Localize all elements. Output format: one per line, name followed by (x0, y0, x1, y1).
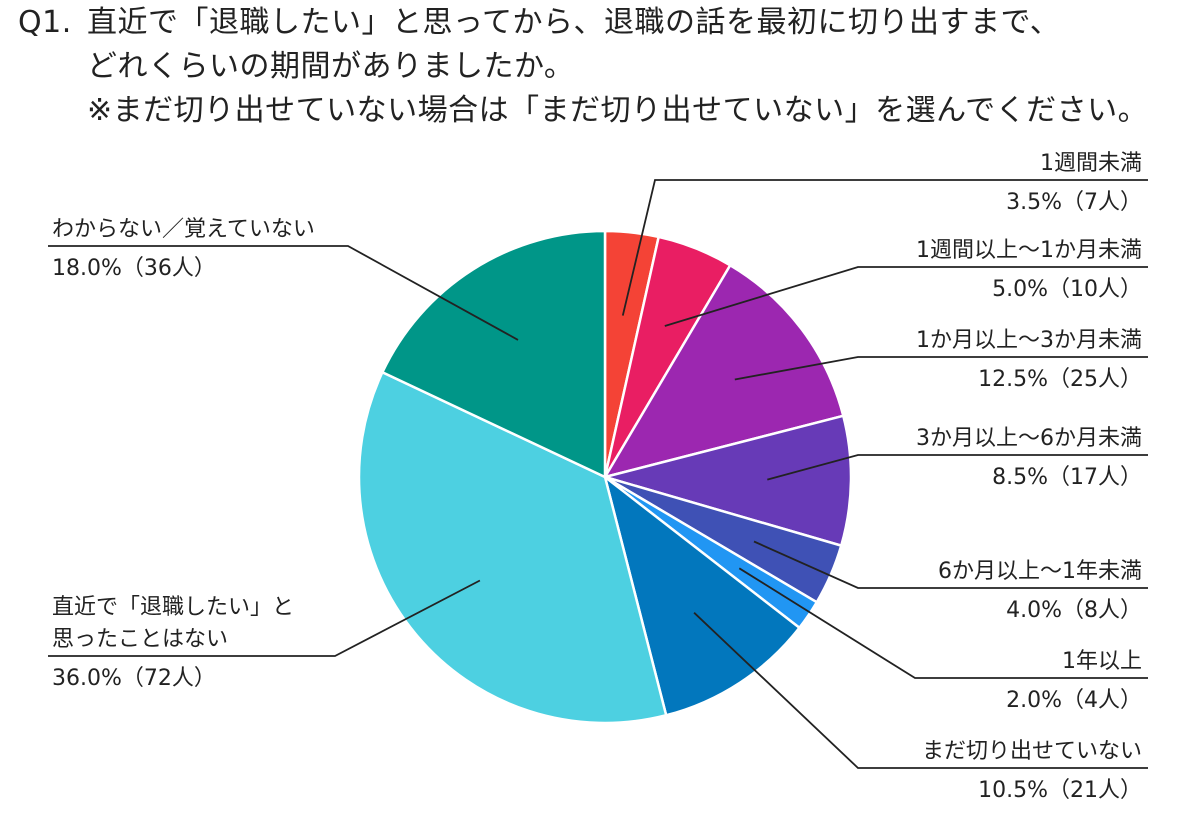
slice-value-label: 3.5%（7人） (1006, 190, 1142, 215)
pie-slice (357, 371, 668, 725)
slice-label: 直近で「退職したい」と (52, 595, 294, 620)
leader-line (693, 612, 1148, 769)
slice-label: 1週間未満 (1040, 151, 1142, 176)
leader-line (767, 454, 1148, 481)
question-line-3: ※まだ切り出せていない場合は「まだ切り出せていない」を選んでください。 (87, 93, 1149, 128)
leader-line (738, 567, 1148, 679)
leader-line (48, 245, 519, 341)
pie-slice (603, 414, 853, 547)
slice-value-label: 5.0%（10人） (992, 277, 1142, 302)
leader-line (664, 266, 1148, 327)
slice-value-label: 36.0%（72人） (52, 666, 216, 691)
question-number: Q1. (18, 5, 72, 40)
slice-label: 1年以上 (1062, 649, 1142, 674)
slice-value-label: 12.5%（25人） (978, 367, 1142, 392)
slice-value-label: 4.0%（8人） (1006, 598, 1142, 623)
slice-label: まだ切り出せていない (922, 739, 1142, 764)
question-line-1: 直近で「退職したい」と思ってから、退職の話を最初に切り出すまで、 (87, 5, 1061, 40)
pie-slice (603, 264, 845, 479)
slice-value-label: 8.5%（17人） (992, 465, 1142, 490)
leader-line (48, 579, 481, 657)
slice-label: わからない／覚えていない (52, 217, 315, 242)
slice-value-label: 2.0%（4人） (1006, 688, 1142, 713)
pie-slice (381, 229, 607, 479)
slice-value-label: 10.5%（21人） (978, 778, 1142, 803)
slice-label: 3か月以上〜6か月未満 (916, 426, 1142, 451)
leader-line (753, 540, 1148, 589)
question-line-2: どれくらいの期間がありましたか。 (87, 49, 575, 84)
leader-line (621, 179, 1148, 316)
slice-value-label: 18.0%（36人） (52, 256, 216, 281)
slice-label: 6か月以上〜1年未満 (938, 559, 1142, 584)
slice-label: 1か月以上〜3か月未満 (916, 328, 1142, 353)
leader-line (734, 356, 1148, 381)
slice-label: 1週間以上〜1か月未満 (916, 238, 1142, 263)
slice-label: 思ったことはない (52, 627, 228, 652)
pie-slice (603, 475, 801, 717)
